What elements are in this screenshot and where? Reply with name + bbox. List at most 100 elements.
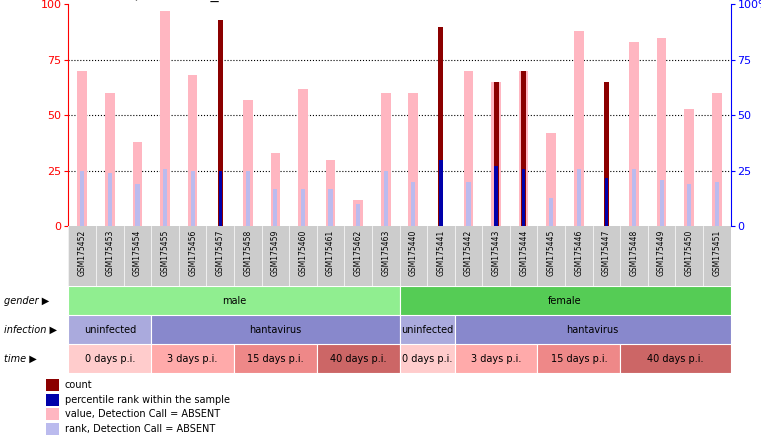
Bar xyxy=(234,344,317,373)
Text: GSM175444: GSM175444 xyxy=(519,230,528,276)
Bar xyxy=(298,89,307,226)
Bar xyxy=(604,82,609,226)
Bar xyxy=(494,82,498,226)
Bar xyxy=(438,27,444,226)
Bar xyxy=(549,198,553,226)
Text: GSM175454: GSM175454 xyxy=(133,230,142,276)
Text: GSM175451: GSM175451 xyxy=(712,230,721,276)
Bar xyxy=(271,153,280,226)
Text: GSM175456: GSM175456 xyxy=(188,230,197,276)
Bar xyxy=(712,93,721,226)
Text: GSM175449: GSM175449 xyxy=(657,230,666,276)
Bar xyxy=(632,169,636,226)
Text: GSM175452: GSM175452 xyxy=(78,230,87,276)
Bar xyxy=(68,344,151,373)
Text: GSM175442: GSM175442 xyxy=(464,230,473,276)
Text: 3 days p.i.: 3 days p.i. xyxy=(471,353,521,364)
Text: infection ▶: infection ▶ xyxy=(4,325,57,335)
Bar xyxy=(381,93,390,226)
Text: hantavirus: hantavirus xyxy=(566,325,619,335)
Bar xyxy=(687,184,691,226)
Bar xyxy=(521,71,526,226)
Text: GSM175455: GSM175455 xyxy=(161,230,170,276)
Text: GDS3050 / 1369553_at: GDS3050 / 1369553_at xyxy=(68,0,236,2)
Bar xyxy=(46,394,59,406)
Bar xyxy=(684,109,694,226)
Text: rank, Detection Call = ABSENT: rank, Detection Call = ABSENT xyxy=(65,424,215,434)
Text: male: male xyxy=(222,296,246,306)
Bar xyxy=(356,204,360,226)
Bar xyxy=(574,31,584,226)
Bar xyxy=(46,423,59,435)
Text: GSM175440: GSM175440 xyxy=(409,230,418,276)
Bar xyxy=(78,71,87,226)
Bar xyxy=(400,286,731,315)
Bar xyxy=(132,142,142,226)
Bar xyxy=(301,189,305,226)
Text: GSM175448: GSM175448 xyxy=(629,230,638,276)
Text: GSM175462: GSM175462 xyxy=(354,230,363,276)
Text: 3 days p.i.: 3 days p.i. xyxy=(167,353,218,364)
Bar xyxy=(188,75,197,226)
Text: GSM175447: GSM175447 xyxy=(602,230,611,276)
Text: 15 days p.i.: 15 days p.i. xyxy=(550,353,607,364)
Bar xyxy=(46,408,59,420)
Bar xyxy=(317,344,400,373)
Bar xyxy=(454,315,731,344)
Bar xyxy=(454,344,537,373)
Text: GSM175458: GSM175458 xyxy=(244,230,253,276)
Text: GSM175445: GSM175445 xyxy=(546,230,556,276)
Bar xyxy=(151,315,400,344)
Bar xyxy=(163,169,167,226)
Bar xyxy=(495,166,498,226)
Text: 0 days p.i.: 0 days p.i. xyxy=(84,353,135,364)
Bar xyxy=(218,20,223,226)
Text: uninfected: uninfected xyxy=(84,325,136,335)
Text: GSM175459: GSM175459 xyxy=(271,230,280,276)
Text: GSM175457: GSM175457 xyxy=(215,230,224,276)
Bar xyxy=(326,160,336,226)
Bar xyxy=(605,178,608,226)
Bar xyxy=(46,379,59,391)
Bar xyxy=(629,42,638,226)
Bar xyxy=(546,133,556,226)
Bar xyxy=(657,38,667,226)
Bar xyxy=(521,169,526,226)
Bar xyxy=(108,173,112,226)
Text: 40 days p.i.: 40 days p.i. xyxy=(330,353,387,364)
Text: GSM175460: GSM175460 xyxy=(298,230,307,276)
Bar xyxy=(68,286,400,315)
Bar xyxy=(466,182,470,226)
Bar xyxy=(246,171,250,226)
Bar xyxy=(105,93,115,226)
Text: GSM175463: GSM175463 xyxy=(381,230,390,276)
Text: hantavirus: hantavirus xyxy=(250,325,301,335)
Bar xyxy=(384,171,388,226)
Bar xyxy=(329,189,333,226)
Bar xyxy=(135,184,139,226)
Text: percentile rank within the sample: percentile rank within the sample xyxy=(65,395,230,404)
Text: gender ▶: gender ▶ xyxy=(4,296,49,306)
Text: 15 days p.i.: 15 days p.i. xyxy=(247,353,304,364)
Bar xyxy=(411,182,416,226)
Bar xyxy=(494,166,498,226)
Bar xyxy=(400,315,455,344)
Bar xyxy=(409,93,418,226)
Bar xyxy=(492,82,501,226)
Text: GSM175446: GSM175446 xyxy=(575,230,584,276)
Bar xyxy=(190,171,195,226)
Bar xyxy=(243,100,253,226)
Text: 40 days p.i.: 40 days p.i. xyxy=(647,353,704,364)
Text: uninfected: uninfected xyxy=(401,325,454,335)
Bar xyxy=(620,344,731,373)
Text: GSM175453: GSM175453 xyxy=(105,230,114,276)
Text: value, Detection Call = ABSENT: value, Detection Call = ABSENT xyxy=(65,409,220,419)
Bar xyxy=(519,71,528,226)
Bar xyxy=(577,169,581,226)
Text: GSM175461: GSM175461 xyxy=(326,230,335,276)
Bar xyxy=(68,315,151,344)
Bar xyxy=(463,71,473,226)
Bar xyxy=(353,200,363,226)
Text: count: count xyxy=(65,380,92,390)
Bar xyxy=(715,182,719,226)
